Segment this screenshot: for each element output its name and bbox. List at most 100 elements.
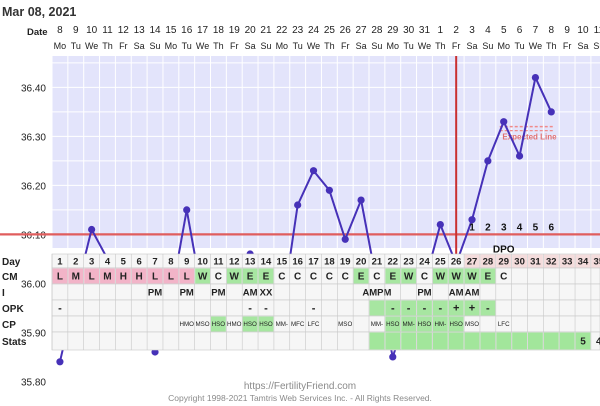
cell-cm: L (168, 272, 174, 283)
dpo-label: DPO (493, 244, 515, 255)
cell-i: AM (449, 288, 464, 299)
cell-fill (448, 316, 464, 332)
weekday-label: Th (435, 41, 446, 51)
cell-fill (258, 316, 274, 332)
temp-point (341, 235, 349, 243)
cell-cm: C (342, 272, 349, 283)
cell-cm: W (230, 272, 240, 283)
date-label: 11 (102, 25, 113, 36)
cell-cp: HSO (243, 321, 257, 328)
cell-cp: LFC (498, 321, 510, 328)
cell-day: 2 (73, 257, 78, 268)
date-row-label: Date (27, 27, 48, 38)
cell-fill (100, 268, 115, 284)
temp-point (357, 196, 365, 204)
date-label: 25 (324, 25, 336, 36)
weekday-label: Th (102, 41, 113, 51)
cell-opk: - (423, 303, 427, 315)
cell-fill (432, 316, 448, 332)
cell-opk: - (248, 303, 252, 315)
expected-line-label: Expected Line (502, 133, 557, 142)
cell-fill (401, 268, 417, 284)
cell-fill (432, 300, 448, 316)
date-label: 30 (403, 25, 415, 36)
dpo-number: 4 (517, 222, 523, 233)
cell-day: 10 (197, 257, 208, 268)
cell-cp: HSO (418, 321, 432, 328)
cell-cm: C (215, 272, 222, 283)
cell-fill (528, 254, 543, 268)
weekday-label: Su (593, 41, 600, 51)
weekday-label: Su (482, 41, 493, 51)
cell-cp: MFC (291, 321, 305, 328)
footer-url[interactable]: https://FertilityFriend.com (243, 381, 357, 392)
row-label-day: Day (2, 257, 21, 268)
cell-cp: MSO (196, 321, 210, 328)
date-label: 12 (118, 25, 130, 36)
cell-cm: L (152, 272, 158, 283)
weekday-label: We (196, 41, 209, 51)
y-tick-label: 35.90 (21, 328, 46, 339)
cell-fill (211, 316, 226, 332)
cell-day: 24 (419, 257, 430, 268)
temp-point (468, 216, 476, 224)
cell-day: 32 (546, 257, 557, 268)
cell-i: XX (260, 288, 273, 299)
temp-line-segment (502, 121, 521, 157)
weekday-label: Tu (71, 41, 81, 51)
cell-cm: W (467, 272, 477, 283)
cell-fill (52, 268, 68, 284)
cell-day: 16 (292, 257, 303, 268)
cell-fill (242, 316, 258, 332)
weekday-label: Mo (54, 41, 67, 51)
weekday-label: Fr (341, 41, 350, 51)
cell-fill (448, 332, 464, 350)
cell-cm: E (358, 272, 365, 283)
y-tick-label: 36.10 (21, 230, 46, 241)
cell-day: 15 (277, 257, 288, 268)
date-label: 15 (165, 25, 177, 36)
cell-day: 17 (308, 257, 319, 268)
footer-copyright: Copyright 1998-2021 Tamtris Web Services… (168, 393, 432, 403)
cell-cm: H (120, 272, 127, 283)
dpo-number: 2 (485, 222, 491, 233)
cell-stats: 5 (580, 337, 586, 348)
temp-line-segment (534, 77, 553, 113)
cell-opk: - (264, 303, 268, 315)
cell-day: 30 (514, 257, 525, 268)
cell-cm: W (404, 272, 414, 283)
y-tick-label: 36.40 (21, 83, 46, 94)
cell-day: 18 (324, 257, 335, 268)
cell-cp: HSO (259, 321, 273, 328)
cell-cm: E (389, 272, 396, 283)
weekday-label: Sa (134, 41, 145, 51)
cell-cp: HSO (449, 321, 463, 328)
weekday-label: Mo (497, 41, 510, 51)
cell-fill (432, 268, 448, 284)
cell-day: 27 (467, 257, 478, 268)
cell-stats: 4 (596, 337, 600, 348)
cell-fill (559, 332, 575, 350)
date-label: 31 (419, 25, 431, 36)
cell-day: 6 (137, 257, 142, 268)
weekday-label: Su (150, 41, 161, 51)
cell-cp: MM- (371, 321, 383, 328)
cell-fill (353, 268, 369, 284)
weekday-label: Mo (276, 41, 289, 51)
date-label: 23 (292, 25, 304, 36)
cell-day: 35 (594, 257, 600, 268)
cell-day: 3 (89, 257, 94, 268)
cell-fill (385, 316, 401, 332)
cell-fill (543, 332, 559, 350)
row-label-i: I (2, 288, 5, 299)
cell-day: 13 (245, 257, 256, 268)
dpo-number: 6 (548, 222, 554, 233)
date-label: 21 (260, 25, 272, 36)
table-row-bg (51, 283, 600, 301)
cell-fill (84, 268, 100, 284)
date-label: 28 (371, 25, 383, 36)
date-label: 2 (453, 25, 459, 36)
weekday-label: Tu (293, 41, 303, 51)
cell-fill (464, 300, 480, 316)
